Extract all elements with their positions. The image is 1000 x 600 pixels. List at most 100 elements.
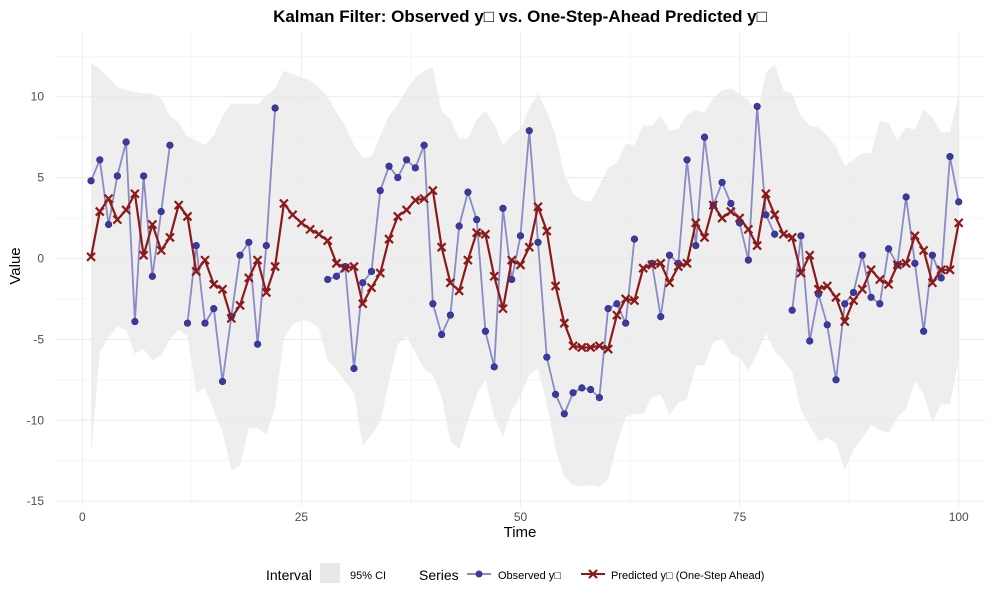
predicted-point xyxy=(848,295,859,306)
predicted-point xyxy=(664,277,675,288)
predicted-point xyxy=(436,242,447,252)
predicted-point-stroke xyxy=(410,195,421,206)
predicted-point xyxy=(822,281,833,291)
predicted-point-stroke xyxy=(279,198,289,209)
predicted-point xyxy=(612,310,622,320)
predicted-point-stroke xyxy=(208,279,219,290)
predicted-point xyxy=(226,313,237,324)
y-axis-title: Value xyxy=(7,247,24,284)
observed-point xyxy=(367,267,376,276)
predicted-point-stroke xyxy=(603,344,613,354)
legend-series-title: Series xyxy=(419,567,459,583)
predicted-point xyxy=(804,250,815,261)
predicted-point xyxy=(620,294,631,304)
predicted-point-stroke xyxy=(235,300,245,311)
observed-point xyxy=(700,133,709,141)
predicted-point xyxy=(165,232,175,243)
legend-interval-title: Interval xyxy=(266,567,312,583)
legend: Interval 95% CI Series Observed y□ Predi… xyxy=(266,563,764,583)
predicted-point xyxy=(638,263,648,273)
predicted-point xyxy=(761,188,771,199)
predicted-point xyxy=(647,260,657,270)
predicted-point xyxy=(375,268,386,278)
predicted-point-stroke xyxy=(401,205,412,215)
predicted-point-stroke xyxy=(375,268,386,278)
predicted-point xyxy=(708,200,719,210)
predicted-point xyxy=(734,213,745,223)
predicted-point-stroke xyxy=(848,295,859,306)
predicted-point xyxy=(173,200,184,210)
predicted-point xyxy=(866,265,876,275)
predicted-point-stroke xyxy=(542,226,552,236)
predicted-point xyxy=(366,282,377,293)
observed-point xyxy=(928,251,937,259)
predicted-point xyxy=(147,219,158,230)
predicted-point xyxy=(384,234,394,244)
predicted-point xyxy=(130,188,140,199)
y-tick-label: 10 xyxy=(31,90,45,104)
observed-point xyxy=(481,327,490,335)
observed-point xyxy=(350,364,358,373)
observed-point xyxy=(806,337,814,345)
predicted-point-stroke xyxy=(804,250,815,261)
predicted-point-stroke xyxy=(130,188,140,199)
observed-point xyxy=(560,410,568,418)
predicted-point xyxy=(506,255,517,265)
confidence-interval-band xyxy=(91,62,959,487)
predicted-point-stroke xyxy=(708,200,719,210)
predicted-point-stroke xyxy=(244,273,254,283)
observed-point xyxy=(569,389,577,397)
predicted-point-stroke xyxy=(524,242,535,252)
observed-point xyxy=(131,317,139,326)
predicted-point xyxy=(103,193,114,204)
predicted-point xyxy=(401,205,412,215)
predicted-point-stroke xyxy=(393,211,403,222)
predicted-point xyxy=(953,218,964,228)
predicted-point xyxy=(428,185,438,196)
predicted-point xyxy=(86,252,96,262)
predicted-point xyxy=(296,218,307,228)
observed-line-segment xyxy=(90,141,171,323)
predicted-point xyxy=(217,284,228,294)
observed-point xyxy=(911,259,919,267)
observed-point xyxy=(210,305,218,313)
predicted-point-stroke xyxy=(629,295,640,306)
observed-point xyxy=(420,141,428,149)
observed-point xyxy=(455,222,463,230)
observed-point xyxy=(525,127,533,135)
predicted-point xyxy=(559,318,570,328)
y-tick-label: 0 xyxy=(37,251,44,265)
predicted-point xyxy=(156,245,166,256)
predicted-point xyxy=(726,206,736,217)
predicted-point xyxy=(471,227,482,238)
predicted-point xyxy=(331,258,342,269)
observed-point xyxy=(946,152,954,161)
observed-point xyxy=(876,300,884,308)
predicted-point-stroke xyxy=(296,218,307,228)
predicted-point xyxy=(682,258,692,269)
predicted-point xyxy=(568,341,578,351)
predicted-point xyxy=(252,255,263,265)
predicted-point-stroke xyxy=(559,318,570,328)
observed-point xyxy=(96,156,104,164)
observed-point xyxy=(183,319,192,327)
observed-point xyxy=(508,275,516,284)
observed-point xyxy=(884,245,893,253)
observed-point xyxy=(595,394,603,402)
predicted-point-stroke xyxy=(761,188,771,199)
predicted-point-stroke xyxy=(182,211,193,222)
predicted-point xyxy=(655,258,666,269)
predicted-point-stroke xyxy=(471,227,482,238)
predicted-point-stroke xyxy=(498,303,508,314)
predicted-point xyxy=(533,201,543,212)
predicted-point xyxy=(945,265,955,275)
predicted-point-stroke xyxy=(691,218,701,228)
predicted-point-stroke xyxy=(261,287,272,298)
predicted-point xyxy=(691,218,701,228)
predicted-point xyxy=(191,266,202,277)
predicted-point-stroke xyxy=(445,277,456,288)
predicted-point-stroke xyxy=(936,265,946,275)
observed-point xyxy=(587,385,595,394)
predicted-point-stroke xyxy=(647,260,657,270)
predicted-point xyxy=(717,213,727,223)
